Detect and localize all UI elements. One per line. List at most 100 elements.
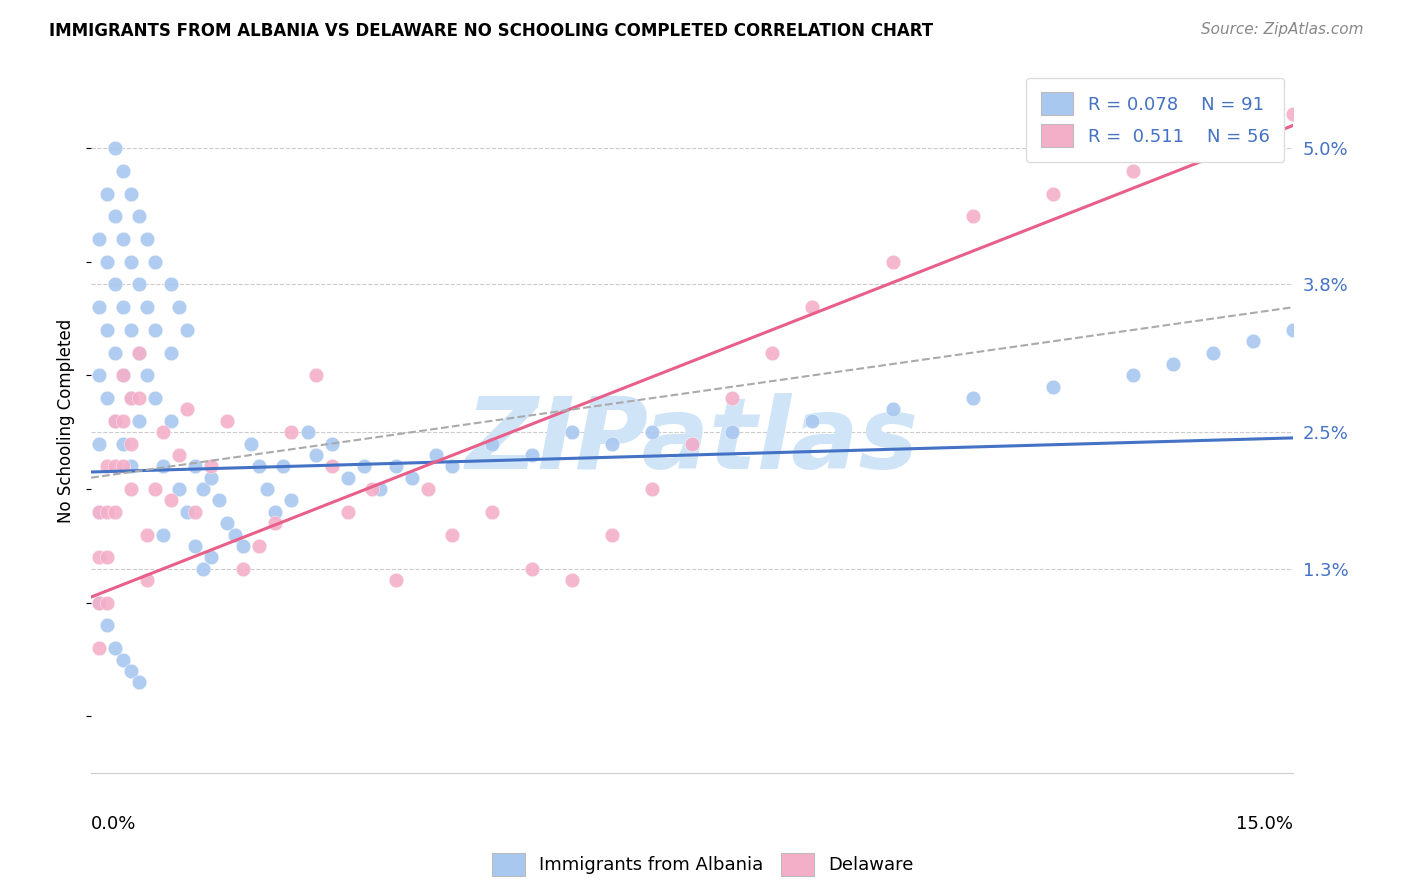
Point (1282, 323, 1305, 337)
Point (143, 391, 166, 405)
Point (96, 596, 118, 610)
Point (136, 573, 159, 587)
Point (336, 471, 359, 485)
Point (104, 414, 127, 428)
Point (112, 232, 135, 246)
Point (384, 459, 406, 474)
Point (1202, 345, 1225, 359)
Point (89, 550, 111, 565)
Point (641, 482, 664, 496)
Point (1241, 334, 1264, 349)
Point (1042, 186, 1064, 201)
Text: 0.0%: 0.0% (91, 815, 136, 833)
Point (128, 391, 150, 405)
Point (208, 493, 231, 508)
Point (681, 436, 703, 450)
Point (200, 550, 222, 565)
Point (801, 414, 824, 428)
Point (120, 254, 142, 268)
Point (152, 459, 174, 474)
Legend: Immigrants from Albania, Delaware: Immigrants from Albania, Delaware (485, 846, 921, 883)
Point (440, 527, 463, 541)
Point (169, 300, 191, 314)
Point (336, 505, 359, 519)
Point (481, 436, 503, 450)
Point (96, 186, 118, 201)
Point (104, 641, 127, 656)
Point (120, 482, 142, 496)
Point (721, 425, 744, 440)
Legend: R = 0.078    N = 91, R =  0.511    N = 56: R = 0.078 N = 91, R = 0.511 N = 56 (1026, 78, 1284, 161)
Point (304, 368, 326, 383)
Point (600, 527, 623, 541)
Point (169, 482, 191, 496)
Point (1042, 380, 1064, 394)
Point (120, 436, 142, 450)
Point (249, 459, 271, 474)
Point (416, 482, 439, 496)
Point (882, 402, 904, 417)
Point (89, 300, 111, 314)
Point (200, 471, 222, 485)
Text: Source: ZipAtlas.com: Source: ZipAtlas.com (1201, 22, 1364, 37)
Point (96, 459, 118, 474)
Point (128, 675, 150, 690)
Point (160, 277, 183, 292)
Point (681, 436, 703, 450)
Point (96, 323, 118, 337)
Point (89, 368, 111, 383)
Point (1122, 163, 1144, 178)
Point (112, 436, 135, 450)
Point (353, 459, 375, 474)
Point (96, 391, 118, 405)
Point (112, 163, 135, 178)
Point (176, 505, 198, 519)
Point (641, 425, 664, 440)
Point (1122, 368, 1144, 383)
Point (120, 459, 142, 474)
Point (249, 539, 271, 553)
Point (152, 425, 174, 440)
Point (136, 300, 159, 314)
Point (481, 505, 503, 519)
Point (256, 482, 278, 496)
Point (232, 561, 254, 575)
Point (104, 277, 127, 292)
Point (1282, 107, 1305, 121)
Point (801, 300, 824, 314)
Point (304, 448, 326, 462)
Point (280, 493, 302, 508)
Point (600, 436, 623, 450)
Point (440, 459, 463, 474)
Point (962, 391, 984, 405)
Point (89, 436, 111, 450)
Point (112, 414, 135, 428)
Point (112, 368, 135, 383)
Point (520, 448, 543, 462)
Point (721, 391, 744, 405)
Point (104, 505, 127, 519)
Point (1161, 357, 1184, 371)
Point (217, 516, 239, 530)
Point (360, 482, 382, 496)
Point (136, 368, 159, 383)
Point (143, 323, 166, 337)
Point (200, 459, 222, 474)
Point (297, 425, 319, 440)
Point (112, 300, 135, 314)
Point (193, 561, 215, 575)
Point (176, 323, 198, 337)
Point (761, 345, 783, 359)
Point (193, 482, 215, 496)
Point (104, 141, 127, 155)
Point (321, 436, 343, 450)
Point (264, 505, 287, 519)
Y-axis label: No Schooling Completed: No Schooling Completed (58, 318, 75, 523)
Point (96, 254, 118, 268)
Point (120, 664, 142, 678)
Point (89, 596, 111, 610)
Point (160, 493, 183, 508)
Text: 15.0%: 15.0% (1236, 815, 1294, 833)
Point (128, 414, 150, 428)
Point (184, 539, 207, 553)
